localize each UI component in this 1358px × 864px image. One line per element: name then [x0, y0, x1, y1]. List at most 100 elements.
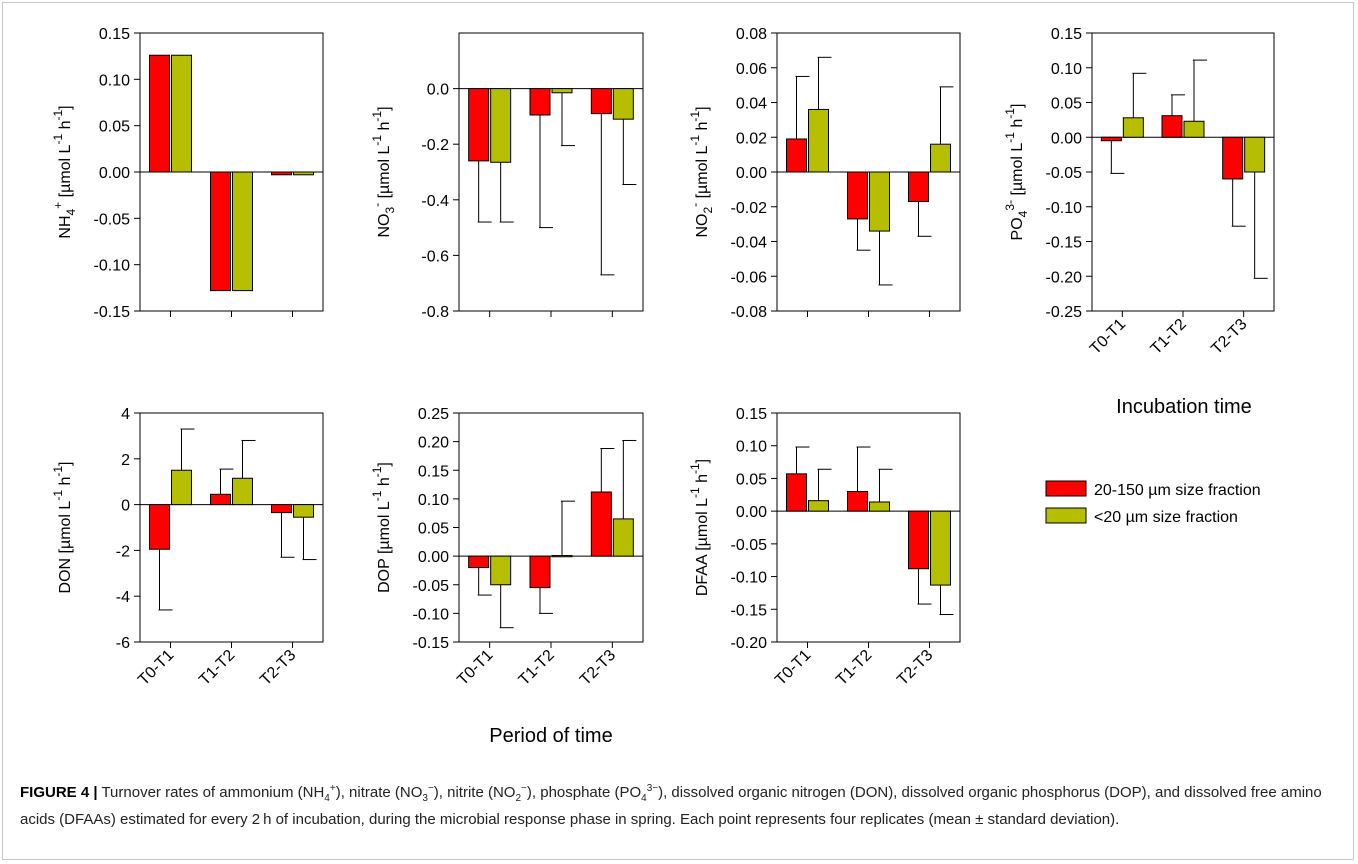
bar [149, 54, 170, 173]
y-tick-label: -0.04 [731, 235, 768, 252]
bar [149, 504, 170, 550]
bar [293, 171, 314, 176]
bar [1100, 136, 1122, 142]
y-tick-label: 0.05 [1051, 96, 1082, 113]
y-tick-label: -0.25 [1046, 304, 1083, 321]
legend-swatch [1045, 507, 1087, 524]
y-tick-label: 0.25 [418, 406, 449, 423]
y-tick-label: 0.00 [736, 504, 767, 521]
y-tick-label: 2 [121, 452, 130, 469]
y-tick-label: -0.05 [731, 537, 768, 554]
figure-caption: FIGURE 4 | Turnover rates of ammonium (N… [20, 783, 1322, 828]
y-axis-label: DOP [µmol L-1 h-1] [370, 462, 393, 593]
bar [808, 500, 829, 512]
bar [786, 138, 807, 173]
y-tick-label: 0.20 [418, 435, 449, 452]
y-tick-label: -0.8 [421, 304, 449, 321]
bar [1183, 120, 1205, 138]
plot-frame-2 [458, 32, 644, 312]
y-tick-label: 0.15 [418, 463, 449, 480]
y-tick-label: 4 [121, 406, 130, 423]
y-tick-label: 0.04 [736, 96, 767, 113]
bar [271, 171, 292, 176]
y-tick-label: -0.10 [413, 606, 450, 623]
x-tick-label: T0-T1 [1087, 316, 1129, 358]
y-tick-label: -0.15 [413, 635, 450, 652]
y-tick-label: 0.15 [736, 406, 767, 423]
bar [293, 504, 314, 518]
y-tick-label: 0.00 [736, 165, 767, 182]
bar [529, 88, 551, 116]
y-tick-label: 0.15 [1051, 26, 1082, 43]
y-tick-label: -0.15 [1046, 235, 1083, 252]
bar [529, 555, 551, 589]
bar [612, 518, 634, 557]
legend-swatch [1045, 480, 1087, 497]
y-tick-label: -0.2 [421, 137, 449, 154]
x-tick-label: T1-T2 [196, 647, 238, 689]
bar [490, 88, 512, 163]
y-tick-label: 0.10 [1051, 61, 1082, 78]
x-tick-label: T0-T1 [135, 647, 177, 689]
bar [171, 469, 192, 506]
x-tick-label: T2-T3 [1208, 316, 1250, 358]
y-tick-label: -0.05 [94, 211, 131, 228]
y-tick-label: -0.10 [731, 570, 768, 587]
x-tick-label: T2-T3 [577, 647, 619, 689]
y-tick-label: -0.02 [731, 200, 768, 217]
x-tick-label: T2-T3 [257, 647, 299, 689]
y-tick-label: 0.05 [418, 521, 449, 538]
y-tick-label: 0.02 [736, 130, 767, 147]
bar [1122, 117, 1144, 138]
bar [869, 501, 890, 512]
bar [908, 171, 929, 203]
y-tick-label: -0.10 [1046, 200, 1083, 217]
y-tick-label: 0.05 [736, 471, 767, 488]
y-tick-label: -0.4 [421, 193, 449, 210]
bar [1222, 136, 1244, 180]
bar [847, 491, 868, 512]
bar [1161, 115, 1183, 138]
bar [171, 54, 192, 173]
y-tick-label: 0.10 [99, 72, 130, 89]
bar [612, 88, 634, 120]
y-tick-label: -0.20 [731, 635, 768, 652]
y-axis-label: DON [µmol L-1 h-1] [51, 462, 74, 594]
bar [210, 493, 231, 506]
y-tick-label: 0.00 [99, 165, 130, 182]
legend-label: <20 µm size fraction [1094, 509, 1238, 526]
x-tick-label: T1-T2 [833, 647, 875, 689]
y-tick-label: -4 [116, 589, 130, 606]
bar [590, 88, 612, 115]
y-axis-label: NO2- [µmol L-1 h-1] [688, 106, 715, 237]
y-tick-label: 0.08 [736, 26, 767, 43]
y-tick-label: -0.20 [1046, 269, 1083, 286]
x-tick-label: T1-T2 [516, 647, 558, 689]
bar [808, 108, 829, 173]
x-axis-title: Period of time [489, 725, 612, 747]
x-tick-label: T2-T3 [894, 647, 936, 689]
y-axis-label: DFAA [µmol L-1 h-1] [688, 459, 711, 596]
caption-label: FIGURE 4 | [20, 784, 98, 801]
y-tick-label: 0.0 [427, 82, 449, 99]
y-tick-label: -6 [116, 635, 130, 652]
y-axis-label: NO3- [µmol L-1 h-1] [370, 106, 397, 237]
y-tick-label: 0.00 [418, 549, 449, 566]
bar [1244, 136, 1266, 173]
bar [590, 491, 612, 557]
bar [908, 510, 929, 570]
y-tick-label: -0.08 [731, 304, 768, 321]
bar [232, 171, 253, 292]
legend-label: 20-150 µm size fraction [1094, 482, 1261, 499]
y-tick-label: -0.05 [413, 578, 450, 595]
bar [869, 171, 890, 232]
x-axis-title-right: Incubation time [1116, 396, 1252, 418]
bar [786, 473, 807, 512]
y-tick-label: -0.15 [731, 602, 768, 619]
y-axis-label: PO43- [µmol L-1 h-1] [1003, 104, 1030, 241]
y-tick-label: -0.05 [1046, 165, 1083, 182]
x-tick-label: T0-T1 [454, 647, 496, 689]
bar [468, 555, 490, 569]
